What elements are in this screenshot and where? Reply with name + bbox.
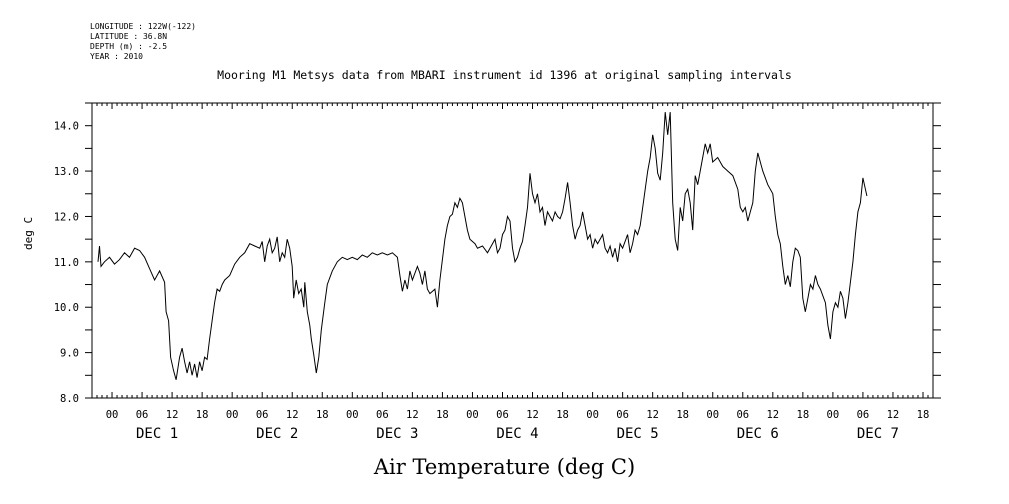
x-day-label: DEC 6 — [737, 426, 779, 442]
x-tick-label: 06 — [736, 409, 749, 421]
x-tick-label: 18 — [556, 409, 569, 421]
x-day-label: DEC 3 — [376, 426, 418, 442]
station-metadata: LONGITUDE : 122W(-122) LATITUDE : 36.8N … — [90, 22, 196, 62]
x-day-labels: DEC 1 DEC 2 DEC 3 DEC 4 DEC 5 DEC 6 DEC 7 — [136, 426, 899, 442]
x-tick-label: 18 — [917, 409, 930, 421]
axis-ticks — [85, 102, 941, 399]
x-tick-label: 18 — [196, 409, 209, 421]
x-tick-label: 18 — [797, 409, 810, 421]
x-tick-label: 00 — [106, 409, 119, 421]
latitude-label: LATITUDE : 36.8N — [90, 32, 168, 41]
x-tick-label: 06 — [616, 409, 629, 421]
y-tick-label: 11.0 — [54, 257, 79, 269]
x-tick-label: 06 — [857, 409, 870, 421]
x-tick-label: 00 — [226, 409, 239, 421]
year-label: YEAR : 2010 — [90, 52, 143, 61]
x-tick-label: 06 — [256, 409, 269, 421]
x-tick-label: 00 — [346, 409, 359, 421]
x-tick-label: 18 — [676, 409, 689, 421]
y-tick-label: 14.0 — [54, 121, 79, 133]
x-tick-label: 12 — [526, 409, 539, 421]
x-tick-label: 12 — [406, 409, 419, 421]
x-axis-title: Air Temperature (deg C) — [373, 455, 636, 479]
depth-label: DEPTH (m) : -2.5 — [90, 42, 168, 51]
x-tick-label: 12 — [286, 409, 299, 421]
y-tick-label: 12.0 — [54, 211, 79, 223]
x-tick-label: 06 — [136, 409, 149, 421]
series-line — [97, 112, 868, 380]
x-tick-label: 00 — [586, 409, 599, 421]
x-tick-label: 12 — [766, 409, 779, 421]
x-tick-labels: 00 06 12 18 00 06 12 18 00 06 12 18 00 06 12 18 00 06 12 18… — [106, 409, 930, 421]
x-tick-label: 06 — [496, 409, 509, 421]
y-tick-label: 10.0 — [54, 302, 79, 314]
x-day-label: DEC 7 — [857, 426, 899, 442]
x-tick-label: 00 — [827, 409, 840, 421]
x-tick-label: 18 — [316, 409, 329, 421]
x-day-label: DEC 1 — [136, 426, 178, 442]
x-tick-label: 06 — [376, 409, 389, 421]
y-tick-labels: 8.0 9.0 10.0 11.0 12.0 13.0 14.0 — [54, 121, 79, 405]
y-tick-label: 9.0 — [60, 348, 79, 360]
x-tick-label: 00 — [706, 409, 719, 421]
y-tick-label: 13.0 — [54, 166, 79, 178]
x-tick-label: 18 — [436, 409, 449, 421]
chart-title: Mooring M1 Metsys data from MBARI instru… — [217, 68, 792, 82]
longitude-label: LONGITUDE : 122W(-122) — [90, 22, 196, 31]
x-tick-label: 12 — [887, 409, 900, 421]
x-day-label: DEC 5 — [617, 426, 659, 442]
x-day-label: DEC 2 — [256, 426, 298, 442]
x-tick-label: 12 — [166, 409, 179, 421]
x-tick-label: 00 — [466, 409, 479, 421]
y-tick-label: 8.0 — [60, 393, 79, 405]
x-tick-label: 12 — [646, 409, 659, 421]
x-day-label: DEC 4 — [496, 426, 538, 442]
